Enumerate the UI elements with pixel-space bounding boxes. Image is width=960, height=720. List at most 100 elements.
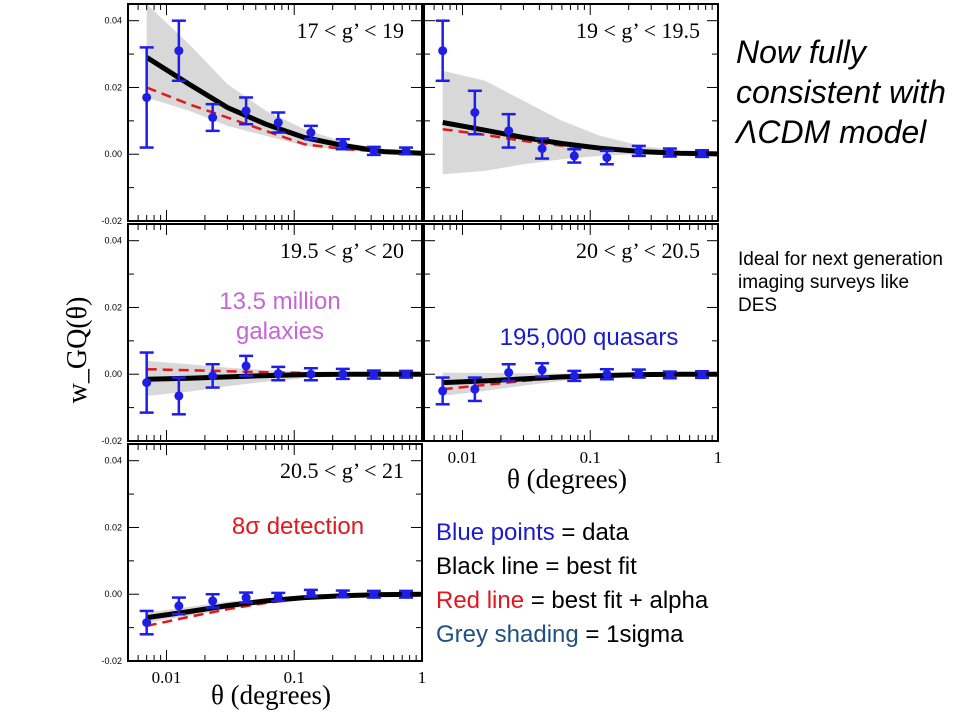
- data-point-17-19-8: [401, 146, 411, 156]
- panel-frame-19-5-20: [127, 223, 423, 442]
- data-point-20-20-5-8: [697, 370, 707, 380]
- galaxy-count-label: 13.5 million galaxies: [219, 288, 341, 345]
- data-point-19-5-20-8: [401, 369, 411, 379]
- legend-best-fit: Black line = best fit: [436, 550, 708, 584]
- data-point-20-20-5-5: [602, 369, 612, 379]
- legend-alpha-fit-key: Red line: [436, 587, 525, 614]
- x-tick-label-20-5-21-0: 0.01: [152, 668, 182, 687]
- data-point-20-20-5-2: [504, 368, 514, 378]
- data-point-17-19-1: [174, 46, 184, 56]
- panel-range-label-19-19-5: 19 < g’ < 19.5: [576, 18, 700, 43]
- y-tick-label-19-5-20-1: 0.00: [104, 369, 122, 379]
- legend: Blue points = data Black line = best fit…: [436, 516, 708, 652]
- y-tick-label-17-19-2: 0.02: [104, 82, 122, 92]
- data-point-17-19-3: [241, 106, 251, 116]
- legend-shading-text: = 1sigma: [578, 621, 684, 648]
- data-point-20-5-21-1: [174, 601, 184, 611]
- data-point-20-5-21-0: [142, 618, 152, 628]
- legend-data-text: = data: [554, 519, 629, 546]
- panel-range-label-19-5-20: 19.5 < g’ < 20: [280, 238, 404, 263]
- x-tick-label-20-5-21-2: 1: [418, 668, 427, 687]
- panel-range-label-20-20-5: 20 < g’ < 20.5: [576, 238, 700, 263]
- panel-plot-area-17-19: [139, 4, 422, 157]
- data-point-20-5-21-7: [369, 589, 379, 599]
- y-tick-label-19-5-20-0: -0.02: [101, 436, 122, 446]
- data-point-20-20-5-0: [438, 386, 448, 396]
- panel-frame-20-5-21: [127, 443, 423, 662]
- headline: Now fully consistent with ΛCDM model: [736, 34, 946, 150]
- y-tick-label-17-19-1: 0.00: [104, 149, 122, 159]
- data-point-19-19-5-1: [470, 108, 480, 117]
- data-point-20-20-5-3: [537, 365, 547, 375]
- data-point-20-5-21-5: [306, 588, 316, 598]
- x-tick-label-20-20-5-1: 0.1: [580, 448, 601, 467]
- legend-best-fit-text: = best fit: [538, 553, 637, 580]
- data-point-19-19-5-3: [537, 144, 547, 154]
- data-point-20-5-21-2: [208, 596, 218, 606]
- y-tick-label-20-5-21-0: -0.02: [101, 656, 122, 666]
- data-point-19-5-20-3: [241, 361, 251, 371]
- y-tick-label-17-19-0: -0.02: [101, 216, 122, 226]
- legend-best-fit-key: Black line: [436, 553, 539, 580]
- y-tick-label-17-19-3: 0.04: [104, 16, 122, 26]
- data-point-19-5-20-1: [174, 391, 184, 401]
- x-tick-label-20-20-5-0: 0.01: [448, 448, 478, 467]
- data-point-20-5-21-4: [273, 592, 283, 602]
- data-point-17-19-6: [338, 139, 348, 149]
- panel-20-20-5: 20 < g’ < 20.5 0.01 0.1 1: [423, 223, 723, 467]
- survey-note: Ideal for next generation imaging survey…: [738, 249, 943, 316]
- data-point-19-19-5-6: [634, 146, 644, 156]
- data-point-20-20-5-6: [634, 369, 644, 379]
- data-point-17-19-5: [306, 128, 316, 138]
- legend-shading-key: Grey shading: [436, 621, 579, 648]
- data-point-19-19-5-2: [504, 126, 514, 136]
- panel-range-label-20-5-21: 20.5 < g’ < 21: [280, 458, 404, 483]
- panel-plot-area-20-5-21: [139, 588, 422, 636]
- panel-17-19: 17 < g’ < 19 -0.02 0.00 0.02 0.04: [101, 3, 423, 226]
- legend-data: Blue points = data: [436, 516, 708, 550]
- y-tick-label-19-5-20-2: 0.02: [104, 302, 122, 312]
- legend-shading: Grey shading = 1sigma: [436, 618, 708, 652]
- data-point-20-5-21-6: [338, 589, 348, 599]
- data-point-19-5-20-6: [338, 369, 348, 379]
- data-point-20-20-5-1: [470, 384, 480, 394]
- data-point-20-20-5-4: [569, 371, 579, 381]
- data-point-19-5-20-5: [306, 369, 316, 379]
- y-tick-label-20-5-21-1: 0.00: [104, 589, 122, 599]
- legend-alpha-fit-text: = best fit + alpha: [524, 587, 709, 614]
- data-point-17-19-0: [142, 92, 152, 102]
- legend-alpha-fit: Red line = best fit + alpha: [436, 584, 708, 618]
- data-point-19-19-5-0: [438, 46, 448, 56]
- panel-19-5-20: 19.5 < g’ < 20 -0.02 0.00 0.02 0.04: [101, 223, 423, 446]
- data-point-17-19-2: [208, 113, 218, 123]
- panel-range-label-17-19: 17 < g’ < 19: [296, 18, 404, 43]
- x-tick-label-20-20-5-2: 1: [714, 448, 723, 467]
- panel-frame-20-20-5: [423, 223, 719, 442]
- panel-19-19-5: 19 < g’ < 19.5: [423, 3, 719, 222]
- x-tick-label-20-5-21-1: 0.1: [284, 668, 305, 687]
- y-axis-label: w_GQ(θ): [62, 297, 93, 404]
- data-point-19-19-5-5: [602, 153, 612, 163]
- panel-frame-17-19: [127, 3, 423, 222]
- data-point-17-19-7: [369, 146, 379, 156]
- panel-plot-area-19-5-20: [139, 351, 422, 416]
- y-tick-label-20-5-21-2: 0.02: [104, 522, 122, 532]
- data-point-20-5-21-3: [241, 593, 251, 603]
- quasar-count-label: 195,000 quasars: [499, 324, 679, 351]
- y-tick-label-20-5-21-3: 0.04: [104, 456, 122, 466]
- sigma-band-19-19-5: [442, 70, 718, 175]
- detection-label: 8σ detection: [231, 513, 365, 540]
- data-point-20-5-21-8: [401, 589, 411, 599]
- data-point-19-5-20-4: [273, 369, 283, 379]
- x-axis-label-right: θ (degrees): [507, 464, 627, 494]
- x-axis-label-left: θ (degrees): [211, 680, 331, 710]
- data-point-19-19-5-7: [665, 148, 675, 158]
- data-point-19-19-5-8: [697, 149, 707, 159]
- legend-data-key: Blue points: [436, 519, 555, 546]
- data-point-19-5-20-0: [142, 378, 152, 388]
- panel-frame-19-19-5: [423, 3, 719, 222]
- data-point-20-20-5-7: [665, 370, 675, 380]
- data-point-19-5-20-2: [208, 371, 218, 381]
- panel-20-5-21: 20.5 < g’ < 21 -0.02 0.00 0.02 0.04 0.01 0.1 1: [101, 443, 427, 687]
- data-point-17-19-4: [273, 118, 283, 128]
